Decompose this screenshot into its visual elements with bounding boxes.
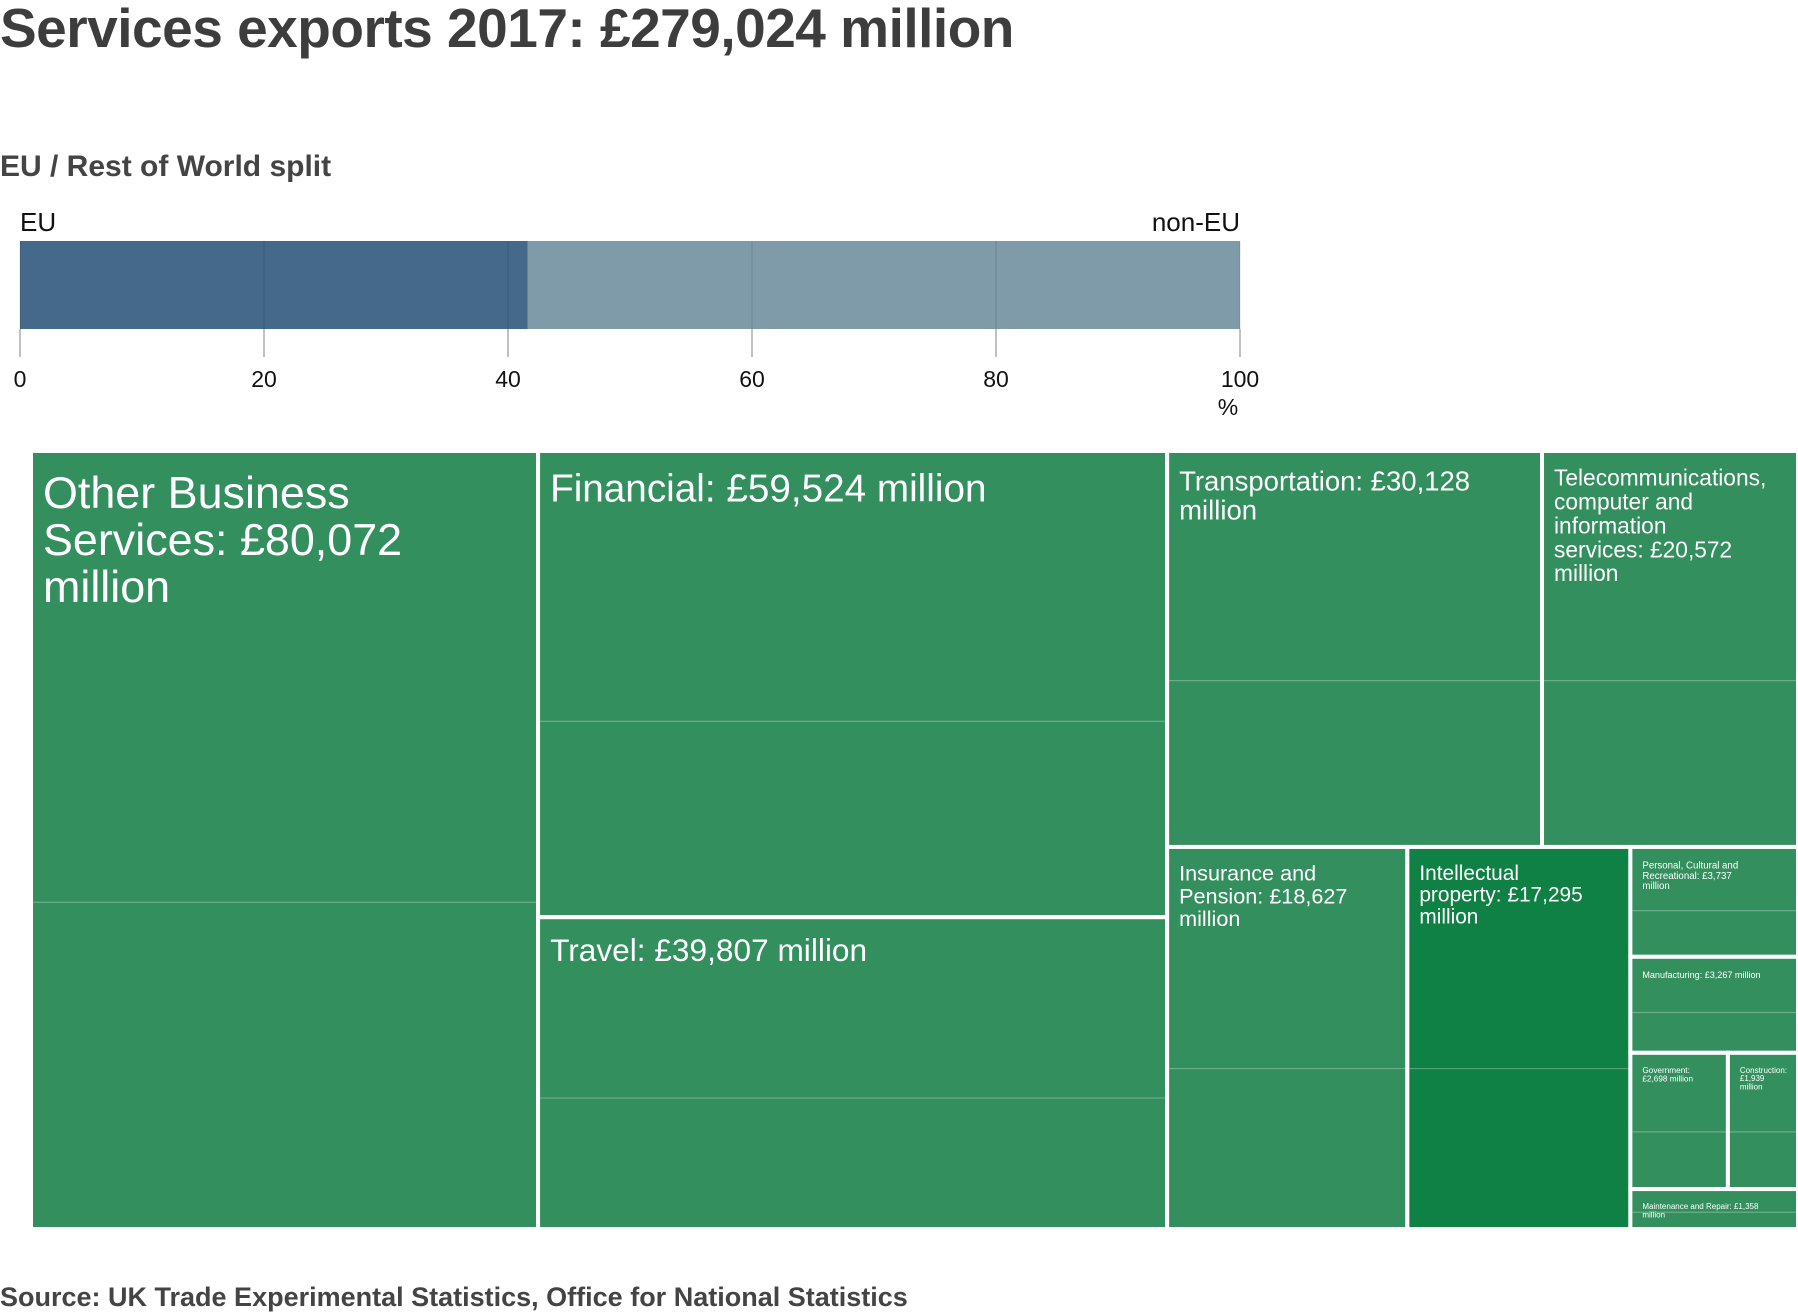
treemap-cell-manufacturing: Manufacturing: £3,267 million	[1628, 954, 1798, 1055]
treemap-label-telecommunications-computer-and-information-services: Telecommunications, computer and informati…	[1554, 465, 1766, 587]
legend-label-non-eu: non-EU	[1152, 207, 1240, 237]
treemap-cell-insurance-and-pension: Insurance and Pension: £18,627 million	[1165, 844, 1410, 1232]
treemap-cell-personal-cultural-and-recreational: Personal, Cultural and Recreational: £3,7…	[1628, 844, 1798, 959]
treemap-rect-manufacturing	[1628, 954, 1798, 1055]
treemap-rect-intellectual-property	[1405, 844, 1633, 1232]
treemap-rect-insurance-and-pension	[1165, 844, 1410, 1232]
treemap-rect-financial	[536, 449, 1170, 920]
x-tick-label: 0	[14, 366, 27, 392]
x-tick-label: 100	[1221, 366, 1259, 392]
treemap-label-construction: Construction: £1,939 million	[1740, 1066, 1787, 1092]
treemap-cell-financial: Financial: £59,524 million	[536, 449, 1170, 920]
x-axis-label: %	[1218, 394, 1238, 420]
treemap-rect-telecommunications-computer-and-information-services	[1540, 449, 1798, 849]
eu-split-bar-chart: EU non-EU 0 20 40 60 80 100 %	[14, 207, 1260, 420]
chart-title: Services exports 2017: £279,024 million	[0, 0, 1014, 59]
treemap-rect-travel	[536, 915, 1170, 1231]
legend-label-eu: EU	[20, 207, 56, 237]
treemap-label-financial: Financial: £59,524 million	[550, 468, 986, 511]
treemap-label-other-business-services: Other Business Services: £80,072 million	[43, 467, 402, 612]
x-tick-label: 20	[251, 366, 277, 392]
treemap-rect-maintenance-and-repair	[1628, 1187, 1798, 1231]
treemap-label-government: Government: £2,698 million	[1642, 1066, 1693, 1084]
x-tick-label: 60	[739, 366, 765, 392]
treemap-label-manufacturing: Manufacturing: £3,267 million	[1642, 970, 1760, 980]
bar-segment-eu	[20, 241, 528, 329]
treemap-cell-other-business-services: Other Business Services: £80,072 million	[29, 449, 541, 1231]
treemap-label-intellectual-property: Intellectual property: £17,295 million	[1419, 862, 1582, 929]
split-subtitle: EU / Rest of World split	[0, 150, 332, 183]
bar-segment-non-eu	[527, 241, 1240, 329]
treemap-label-transportation: Transportation: £30,128 million	[1179, 466, 1470, 526]
treemap-rect-other-business-services	[29, 449, 541, 1231]
x-tick-label: 80	[983, 366, 1009, 392]
treemap-cell-intellectual-property: Intellectual property: £17,295 million	[1405, 844, 1633, 1232]
x-tick-label: 40	[495, 366, 521, 392]
treemap-label-maintenance-and-repair: Maintenance and Repair: £1,358 million	[1642, 1202, 1759, 1219]
treemap-cell-construction: Construction: £1,939 million	[1725, 1050, 1798, 1192]
source-note: Source: UK Trade Experimental Statistics…	[0, 1282, 908, 1312]
treemap-cell-transportation: Transportation: £30,128 million	[1165, 449, 1545, 849]
treemap-cell-telecommunications-computer-and-information-services: Telecommunications, computer and informati…	[1540, 449, 1798, 849]
treemap-label-travel: Travel: £39,807 million	[550, 932, 867, 968]
treemap-rect-transportation	[1165, 449, 1545, 849]
treemap-cell-government: Government: £2,698 million	[1628, 1050, 1730, 1192]
treemap-label-insurance-and-pension: Insurance and Pension: £18,627 million	[1179, 861, 1347, 931]
treemap-label-personal-cultural-and-recreational: Personal, Cultural and Recreational: £3,7…	[1642, 861, 1738, 892]
treemap-cell-travel: Travel: £39,807 million	[536, 915, 1170, 1231]
treemap-cell-maintenance-and-repair: Maintenance and Repair: £1,358 million	[1628, 1187, 1798, 1231]
